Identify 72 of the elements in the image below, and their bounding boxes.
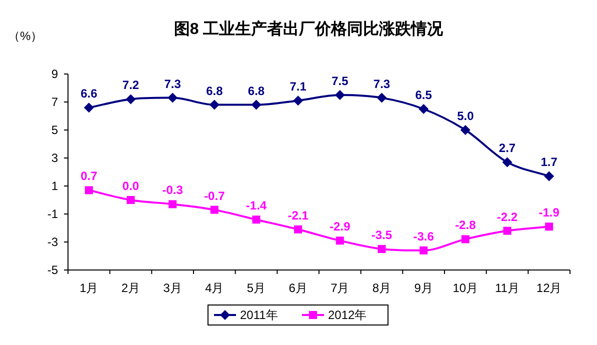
x-tick-label: 2月 xyxy=(121,281,140,295)
data-label: -3.6 xyxy=(413,229,434,244)
x-tick-label: 9月 xyxy=(414,281,433,295)
data-label: 0.7 xyxy=(80,169,98,184)
data-label: 2.7 xyxy=(498,141,516,156)
legend-label: 2011年 xyxy=(240,308,278,322)
data-label: -0.7 xyxy=(204,188,226,203)
data-label: 6.6 xyxy=(80,86,98,101)
point xyxy=(252,216,260,224)
data-label: 7.3 xyxy=(373,76,390,91)
point xyxy=(376,92,387,103)
x-tick-label: 5月 xyxy=(246,281,266,295)
point xyxy=(418,104,429,114)
data-label: 1.7 xyxy=(540,155,558,170)
y-tick-label: -1 xyxy=(47,207,58,221)
point xyxy=(84,102,94,113)
point xyxy=(210,206,218,214)
y-tick-label: -3 xyxy=(47,235,58,249)
point xyxy=(126,94,136,104)
y-tick-label: 3 xyxy=(51,151,58,165)
x-tick-label: 6月 xyxy=(288,281,308,295)
data-label: -2.9 xyxy=(330,220,351,234)
point xyxy=(502,157,512,168)
y-tick-label: 5 xyxy=(51,123,58,137)
x-tick-label: 10月 xyxy=(452,281,478,295)
x-tick-label: 8月 xyxy=(372,281,392,295)
data-label: 6.8 xyxy=(206,84,224,98)
y-axis-title: （%） xyxy=(8,29,43,43)
data-label: 7.2 xyxy=(122,78,140,92)
point xyxy=(168,200,177,208)
data-label: 7.5 xyxy=(332,74,349,88)
chart-title: 图8 工业生产者出厂价格同比涨跌情况 xyxy=(174,20,444,38)
y-tick-label: 9 xyxy=(51,67,58,81)
point xyxy=(503,226,512,235)
point xyxy=(378,245,386,253)
data-label: -3.5 xyxy=(371,228,392,242)
x-tick-label: 11月 xyxy=(495,281,520,295)
data-label: -2.1 xyxy=(288,208,309,222)
x-tick-label: 4月 xyxy=(205,281,224,295)
point xyxy=(209,100,220,110)
point xyxy=(126,196,135,204)
data-label: -2.2 xyxy=(496,210,518,224)
point xyxy=(460,125,470,135)
point xyxy=(251,100,262,110)
data-label: 6.5 xyxy=(415,88,432,102)
y-tick-label: 7 xyxy=(51,95,58,109)
x-tick-label: 7月 xyxy=(330,281,350,295)
x-tick-label: 1月 xyxy=(80,281,98,295)
data-label: 7.1 xyxy=(290,80,307,94)
data-label: 0.0 xyxy=(122,179,140,193)
data-label: -1.4 xyxy=(246,198,267,213)
data-label: 6.8 xyxy=(248,84,265,98)
data-label: -1.9 xyxy=(538,206,560,220)
point xyxy=(544,171,554,182)
point xyxy=(545,222,554,231)
legend-label: 2012年 xyxy=(328,308,367,322)
data-label: -2.8 xyxy=(455,218,476,232)
point xyxy=(168,92,178,103)
y-tick-label: -5 xyxy=(47,263,58,277)
point xyxy=(420,246,428,254)
point xyxy=(293,96,304,106)
data-label: 7.3 xyxy=(164,76,182,91)
point xyxy=(294,225,302,234)
x-tick-label: 3月 xyxy=(163,281,182,295)
point xyxy=(336,236,344,245)
point xyxy=(334,90,345,100)
point xyxy=(84,186,93,194)
data-label: 5.0 xyxy=(457,109,474,123)
x-tick-label: 12月 xyxy=(536,281,562,295)
y-tick-label: 1 xyxy=(51,179,58,193)
point xyxy=(461,235,470,244)
data-label: -0.3 xyxy=(162,183,184,198)
